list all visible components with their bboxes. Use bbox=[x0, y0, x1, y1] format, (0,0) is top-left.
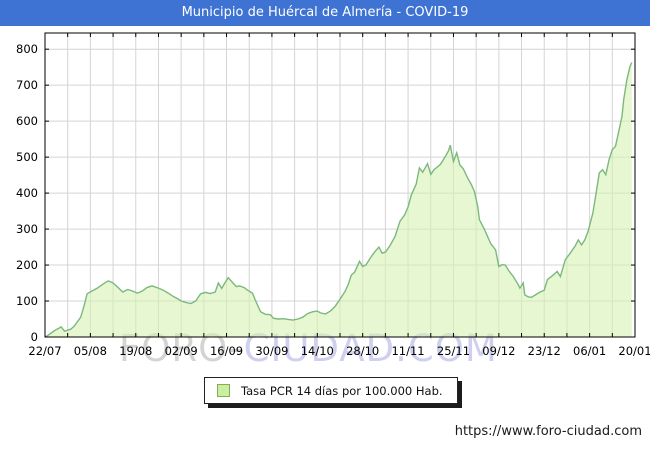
svg-text:300: 300 bbox=[16, 222, 38, 236]
svg-text:200: 200 bbox=[16, 258, 38, 272]
svg-text:16/09: 16/09 bbox=[210, 344, 243, 358]
svg-text:500: 500 bbox=[16, 150, 38, 164]
svg-text:19/08: 19/08 bbox=[119, 344, 152, 358]
svg-text:30/09: 30/09 bbox=[255, 344, 288, 358]
plot-border bbox=[44, 32, 636, 338]
svg-text:14/10: 14/10 bbox=[301, 344, 334, 358]
svg-text:11/11: 11/11 bbox=[391, 344, 424, 358]
svg-text:20/01: 20/01 bbox=[618, 344, 650, 358]
area-series bbox=[44, 62, 633, 338]
svg-text:700: 700 bbox=[16, 78, 38, 92]
svg-text:06/01: 06/01 bbox=[573, 344, 606, 358]
svg-text:22/07: 22/07 bbox=[28, 344, 61, 358]
series-swatch-icon bbox=[217, 384, 230, 397]
svg-text:400: 400 bbox=[16, 186, 38, 200]
svg-text:25/11: 25/11 bbox=[437, 344, 470, 358]
svg-text:800: 800 bbox=[16, 42, 38, 56]
svg-text:28/10: 28/10 bbox=[346, 344, 379, 358]
svg-text:09/12: 09/12 bbox=[482, 344, 515, 358]
svg-text:600: 600 bbox=[16, 114, 38, 128]
axis-labels: 0 100 200 300 400 500 600 700 800 22/07 05/08 19/08… bbox=[16, 42, 650, 358]
svg-text:0: 0 bbox=[31, 330, 38, 344]
svg-text:100: 100 bbox=[16, 294, 38, 308]
svg-text:05/08: 05/08 bbox=[74, 344, 107, 358]
footer-url[interactable]: https://www.foro-ciudad.com bbox=[454, 424, 642, 439]
axis-ticks bbox=[44, 33, 636, 337]
svg-text:23/12: 23/12 bbox=[528, 344, 561, 358]
chart-title-bar: Municipio de Huércal de Almería - COVID-… bbox=[0, 0, 650, 26]
svg-text:02/09: 02/09 bbox=[165, 344, 198, 358]
legend-label: Tasa PCR 14 días por 100.000 Hab. bbox=[241, 383, 443, 398]
legend: Tasa PCR 14 días por 100.000 Hab. bbox=[204, 377, 458, 404]
chart-title: Municipio de Huércal de Almería - COVID-… bbox=[181, 5, 469, 20]
